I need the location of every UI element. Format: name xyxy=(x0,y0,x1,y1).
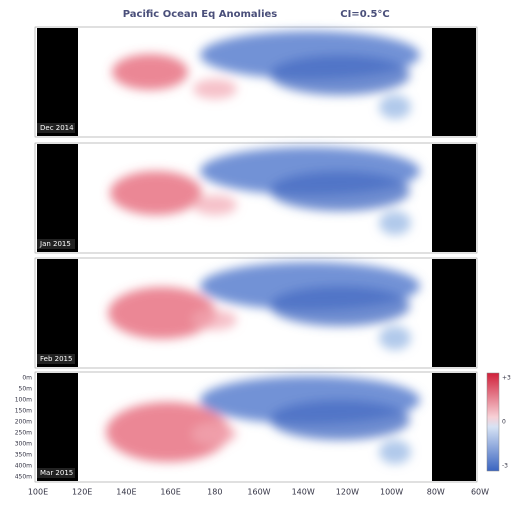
land-mask xyxy=(37,259,78,367)
x-tick-label: 140W xyxy=(292,488,315,497)
label-box xyxy=(37,239,75,249)
title: Pacific Ocean Eq Anomalies xyxy=(123,9,278,20)
depth-label: 400m xyxy=(15,463,32,470)
anomaly-field xyxy=(112,31,420,119)
land-mask xyxy=(432,259,476,367)
panel: Dec 2014 xyxy=(34,26,478,138)
cold-anomaly xyxy=(270,55,410,95)
cold-anomaly xyxy=(270,400,410,440)
contour-interval: CI=0.5°C xyxy=(340,9,390,20)
warm-anomaly xyxy=(193,424,237,444)
warm-anomaly xyxy=(112,54,188,90)
cold-anomaly xyxy=(270,286,410,326)
warm-anomaly xyxy=(193,310,237,330)
colorbar-label: -3 xyxy=(502,463,508,470)
land-mask xyxy=(432,28,476,136)
depth-label: 0m xyxy=(22,375,32,382)
colorbar-label: +3 xyxy=(502,375,511,382)
anomaly-field xyxy=(110,147,420,235)
x-tick-label: 80W xyxy=(427,488,445,497)
label-box xyxy=(37,468,75,478)
label-box xyxy=(37,354,75,364)
panel-label: Jan 2015 xyxy=(39,240,71,248)
warm-anomaly xyxy=(193,79,237,99)
x-tick-label: 120E xyxy=(72,488,92,497)
cold-anomaly xyxy=(379,211,411,235)
warm-anomaly xyxy=(193,195,237,215)
depth-label: 300m xyxy=(15,441,32,448)
cold-anomaly xyxy=(270,171,410,211)
land-mask xyxy=(432,144,476,252)
x-tick-label: 160W xyxy=(247,488,270,497)
land-mask xyxy=(432,373,476,481)
land-mask xyxy=(37,373,78,481)
land-mask xyxy=(37,144,78,252)
x-tick-label: 100E xyxy=(28,488,48,497)
depth-label: 450m xyxy=(15,474,32,481)
depth-label: 350m xyxy=(15,452,32,459)
depth-label: 50m xyxy=(19,386,33,393)
warm-anomaly xyxy=(108,287,216,339)
panel-label: Feb 2015 xyxy=(40,355,72,363)
cold-anomaly xyxy=(379,326,411,350)
cold-anomaly xyxy=(379,440,411,464)
panel: Mar 2015 xyxy=(34,371,478,483)
x-tick-label: 160E xyxy=(160,488,180,497)
anomaly-field xyxy=(106,376,420,464)
panel-label: Dec 2014 xyxy=(40,124,74,132)
anomaly-field xyxy=(108,262,420,350)
land-mask xyxy=(37,28,78,136)
depth-label: 200m xyxy=(15,419,32,426)
panel-label: Mar 2015 xyxy=(40,469,73,477)
depth-label: 150m xyxy=(15,408,32,415)
x-tick-label: 60W xyxy=(471,488,489,497)
x-tick-label: 100W xyxy=(380,488,403,497)
panels: Dec 2014 Jan 2015 Feb 2015 Mar 2015 xyxy=(34,26,478,483)
warm-anomaly xyxy=(106,402,230,462)
warm-anomaly xyxy=(110,171,202,215)
x-tick-label: 180 xyxy=(207,488,222,497)
cold-anomaly xyxy=(379,95,411,119)
panel: Jan 2015 xyxy=(34,142,478,254)
x-tick-label: 120W xyxy=(336,488,359,497)
colorbar xyxy=(486,372,500,472)
label-box xyxy=(37,123,75,133)
depth-label: 100m xyxy=(15,397,32,404)
colorbar-label: 0 xyxy=(502,419,506,426)
depth-label: 250m xyxy=(15,430,32,437)
x-tick-label: 140E xyxy=(116,488,136,497)
panel: Feb 2015 xyxy=(34,257,478,369)
